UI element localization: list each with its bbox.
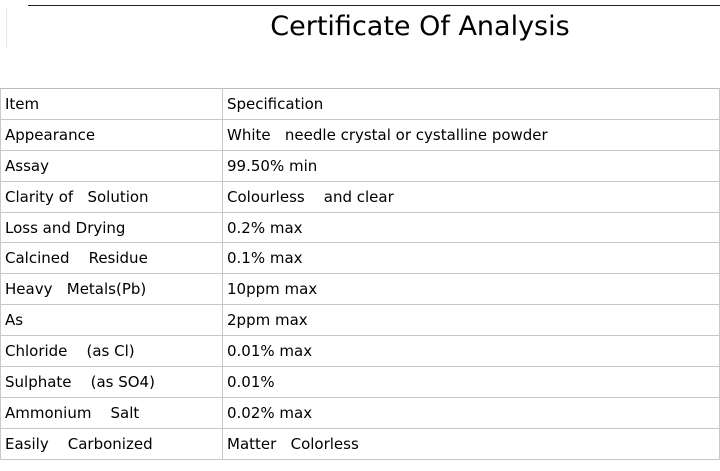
item-cell: Calcined Residue <box>0 242 223 275</box>
specification-cell: Colourless and clear <box>222 180 720 213</box>
page-title: Certificate Of Analysis <box>270 11 570 42</box>
analysis-table: Item Specification Appearance White need… <box>0 88 720 460</box>
specification-cell: 99.50% min <box>222 149 720 182</box>
item-cell: Ammonium Salt <box>0 396 223 429</box>
specification-cell: 0.01% <box>222 366 720 398</box>
item-cell: Assay <box>0 149 223 182</box>
specification-cell: Matter Colorless <box>222 427 720 460</box>
specification-cell: White needle crystal or cystalline powde… <box>222 118 720 151</box>
specification-cell: 2ppm max <box>222 304 720 337</box>
table-header-row: Item Specification <box>0 88 720 120</box>
column-header-specification: Specification <box>222 88 720 120</box>
item-cell: Chloride (as Cl) <box>0 335 223 368</box>
table-row: Appearance White needle crystal or cysta… <box>0 118 720 151</box>
item-cell: Heavy Metals(Pb) <box>0 273 223 306</box>
item-cell: Sulphate (as SO4) <box>0 366 223 398</box>
item-cell: As <box>0 304 223 337</box>
item-cell: Easily Carbonized <box>0 427 223 460</box>
table-row: Clarity of Solution Colourless and clear <box>0 180 720 213</box>
top-divider <box>28 5 720 6</box>
table-row: Sulphate (as SO4) 0.01% <box>0 366 720 398</box>
item-cell: Loss and Drying <box>0 211 223 244</box>
item-cell: Clarity of Solution <box>0 180 223 213</box>
column-header-item: Item <box>0 88 223 120</box>
table-row: Loss and Drying 0.2% max <box>0 211 720 244</box>
table-row: Chloride (as Cl) 0.01% max <box>0 335 720 368</box>
table-row: As 2ppm max <box>0 304 720 337</box>
table-row: Assay 99.50% min <box>0 149 720 182</box>
specification-cell: 10ppm max <box>222 273 720 306</box>
item-cell: Appearance <box>0 118 223 151</box>
table-row: Calcined Residue 0.1% max <box>0 242 720 275</box>
specification-cell: 0.1% max <box>222 242 720 275</box>
specification-cell: 0.01% max <box>222 335 720 368</box>
table-row: Heavy Metals(Pb) 10ppm max <box>0 273 720 306</box>
specification-cell: 0.2% max <box>222 211 720 244</box>
table-row: Easily Carbonized Matter Colorless <box>0 427 720 460</box>
left-edge-line <box>6 8 7 48</box>
table-row: Ammonium Salt 0.02% max <box>0 396 720 429</box>
specification-cell: 0.02% max <box>222 396 720 429</box>
